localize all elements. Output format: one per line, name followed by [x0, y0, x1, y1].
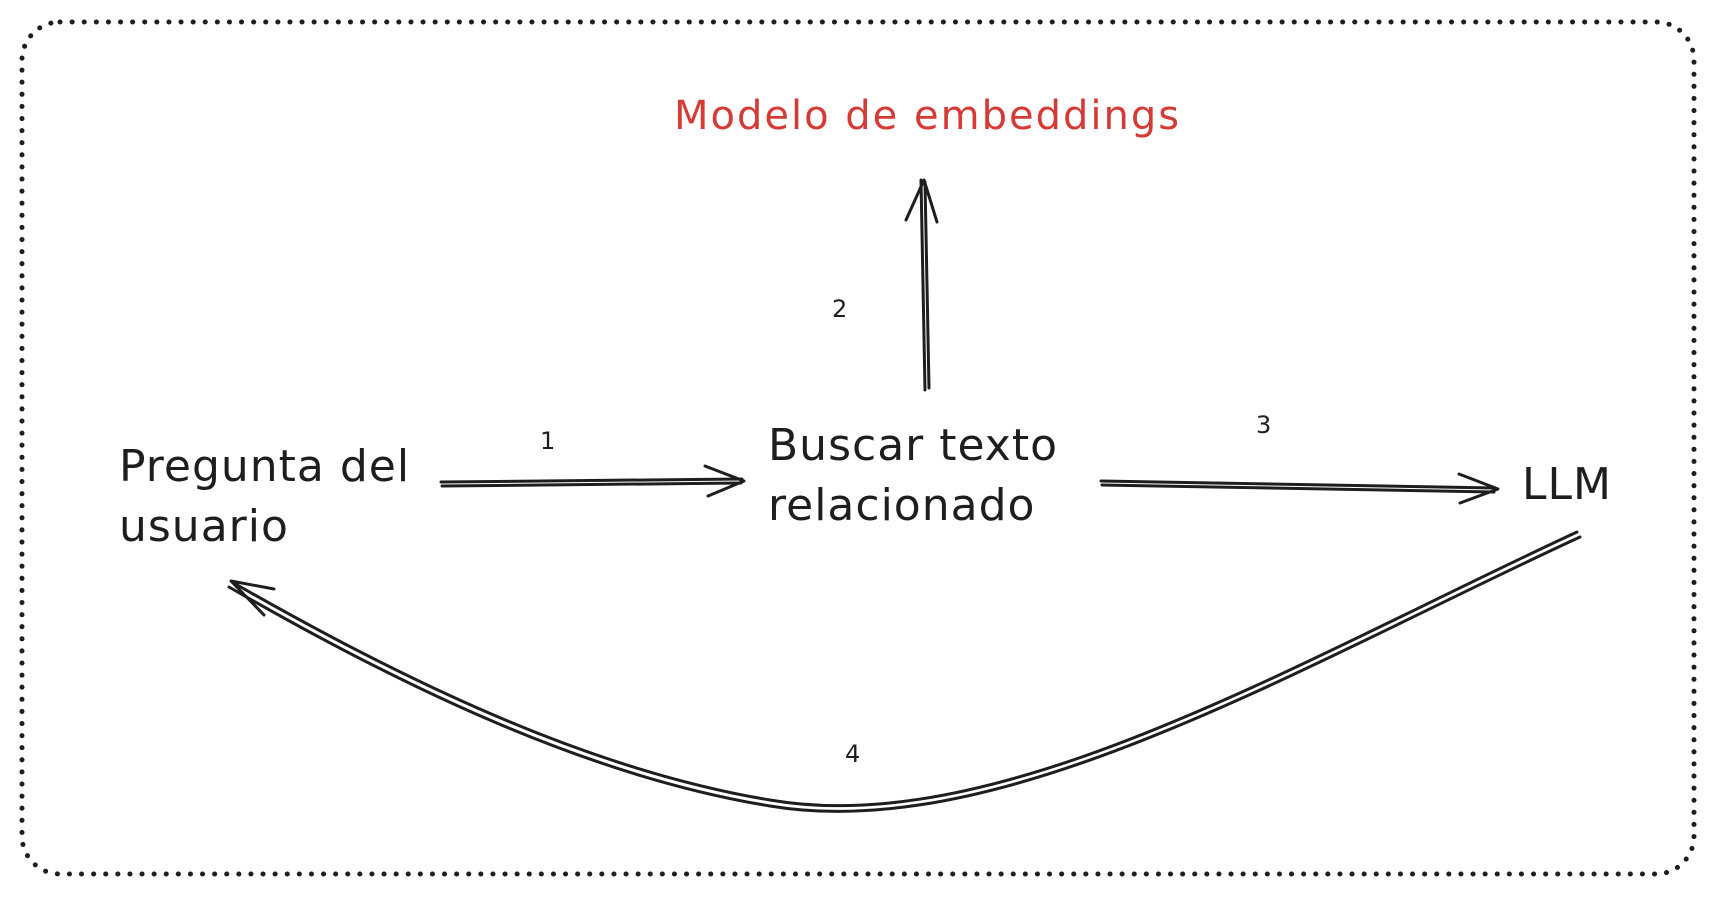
- step-label-4: 4: [845, 740, 862, 768]
- step-label-1: 1: [540, 427, 557, 455]
- node-llm: LLM: [1522, 459, 1612, 510]
- dotted-frame: [19, 19, 1697, 877]
- arrow-question-to-search: [439, 464, 746, 498]
- arrow-search-to-embeddings: [904, 178, 939, 392]
- node-search-line1: Buscar texto: [768, 420, 1058, 471]
- arrow-search-to-llm: [1099, 472, 1500, 505]
- step-label-2: 2: [832, 295, 849, 323]
- embeddings-model-title: Modelo de embeddings: [674, 93, 1182, 139]
- node-search-line2: relacionado: [768, 480, 1036, 531]
- step-label-3: 3: [1256, 411, 1273, 439]
- node-user-question-line1: Pregunta del: [119, 441, 411, 492]
- node-user-question: Pregunta del usuario: [119, 437, 410, 557]
- node-search-related-text: Buscar texto relacionado: [768, 416, 1058, 536]
- node-user-question-line2: usuario: [119, 501, 289, 552]
- arrow-llm-to-question: [227, 530, 1582, 813]
